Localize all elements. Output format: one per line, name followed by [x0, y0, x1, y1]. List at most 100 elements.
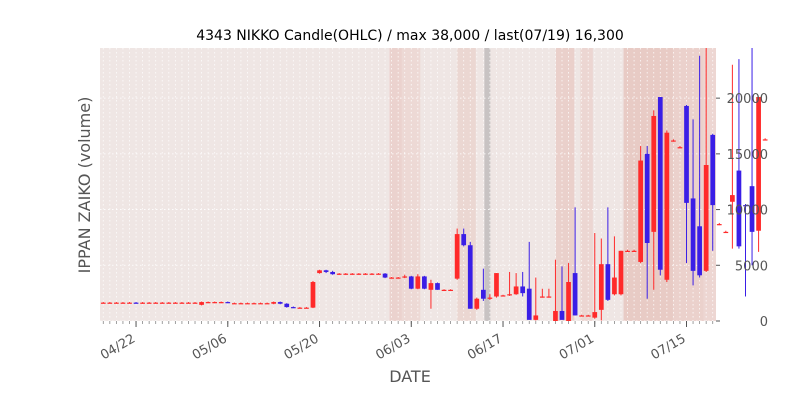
candle-body — [284, 303, 290, 308]
candle — [618, 250, 624, 296]
candle-body — [100, 302, 106, 304]
candle-body — [579, 315, 585, 317]
candle — [756, 97, 761, 252]
candle — [100, 302, 106, 304]
candle-body — [395, 277, 401, 279]
candle-body — [428, 283, 434, 290]
candle — [605, 207, 611, 301]
candle — [323, 269, 329, 274]
chart-title: 4343 NIKKO Candle(OHLC) / max 38,000 / l… — [196, 28, 624, 44]
candle — [382, 273, 388, 279]
candle-body — [657, 97, 663, 270]
candle — [592, 232, 598, 319]
candle-body — [625, 250, 630, 252]
candle — [572, 207, 578, 316]
candle-body — [513, 286, 519, 295]
candle-body — [572, 273, 578, 316]
candles — [100, 48, 768, 321]
candle-body — [481, 289, 486, 299]
candle — [133, 302, 139, 304]
candle-body — [304, 307, 309, 309]
candle — [500, 294, 506, 297]
candle — [304, 307, 309, 309]
candle — [159, 302, 165, 304]
candle-body — [507, 294, 512, 296]
candle — [749, 48, 755, 266]
candle-body — [448, 289, 453, 291]
y-tick-label: 5000 — [735, 259, 768, 274]
candle-body — [133, 302, 139, 304]
candle-body — [264, 303, 270, 305]
candle — [258, 302, 263, 305]
candle-body — [330, 271, 335, 275]
candle-body — [677, 147, 683, 149]
candle-body — [245, 303, 250, 305]
candle — [644, 146, 650, 299]
candle-body — [166, 302, 172, 304]
candle — [186, 302, 191, 304]
candle-body — [186, 302, 191, 304]
candle — [716, 222, 722, 226]
candle-body — [153, 302, 159, 304]
candle-body — [127, 302, 132, 304]
candle — [664, 130, 670, 282]
candle-body — [559, 310, 565, 320]
candle-body — [369, 273, 375, 275]
highlight-band — [389, 48, 402, 321]
candle — [730, 64, 735, 249]
x-tick-label: 05/06 — [190, 331, 230, 363]
candle-body — [231, 303, 237, 305]
candle-body — [703, 165, 709, 271]
candle — [638, 146, 643, 264]
candle — [166, 302, 172, 304]
candle — [114, 302, 119, 304]
candle-body — [415, 276, 421, 289]
candle — [690, 119, 696, 286]
y-tick-label: 20000 — [727, 92, 768, 107]
candle — [454, 228, 460, 280]
candle — [369, 273, 375, 275]
candle-body — [310, 282, 316, 308]
candle — [494, 273, 499, 298]
candle — [723, 230, 729, 234]
candle-body — [140, 302, 145, 304]
candle-body — [323, 270, 329, 272]
candle — [710, 133, 716, 251]
candle — [697, 55, 702, 278]
candle-body — [644, 153, 650, 243]
candle-body — [271, 302, 277, 304]
candle — [435, 282, 440, 290]
candle — [467, 241, 473, 309]
candle — [585, 314, 591, 317]
candle-body — [277, 302, 283, 304]
candle-body — [749, 186, 755, 232]
candle-body — [114, 302, 119, 304]
candle-body — [743, 205, 748, 207]
candle-body — [762, 139, 768, 141]
candle — [336, 273, 342, 275]
candle — [677, 146, 683, 149]
candle-body — [199, 302, 204, 305]
candle — [408, 275, 414, 290]
candle-body — [238, 303, 244, 305]
y-tick-label: 0 — [760, 315, 768, 330]
candle-body — [363, 273, 368, 275]
candle — [487, 294, 493, 300]
candle-body — [756, 97, 761, 231]
candle — [428, 279, 434, 309]
highlight-band — [580, 48, 593, 321]
candle-body — [526, 288, 532, 320]
candle — [533, 277, 539, 321]
candle — [376, 273, 381, 275]
candle — [481, 268, 486, 301]
candle — [120, 302, 126, 304]
candle-body — [173, 302, 178, 304]
candle — [349, 273, 355, 275]
candle-body — [258, 303, 263, 305]
candle-body — [212, 302, 218, 304]
highlight-band — [555, 48, 575, 321]
candle-body — [533, 315, 539, 320]
candle — [277, 301, 283, 305]
x-tick-label: 06/03 — [373, 331, 413, 363]
